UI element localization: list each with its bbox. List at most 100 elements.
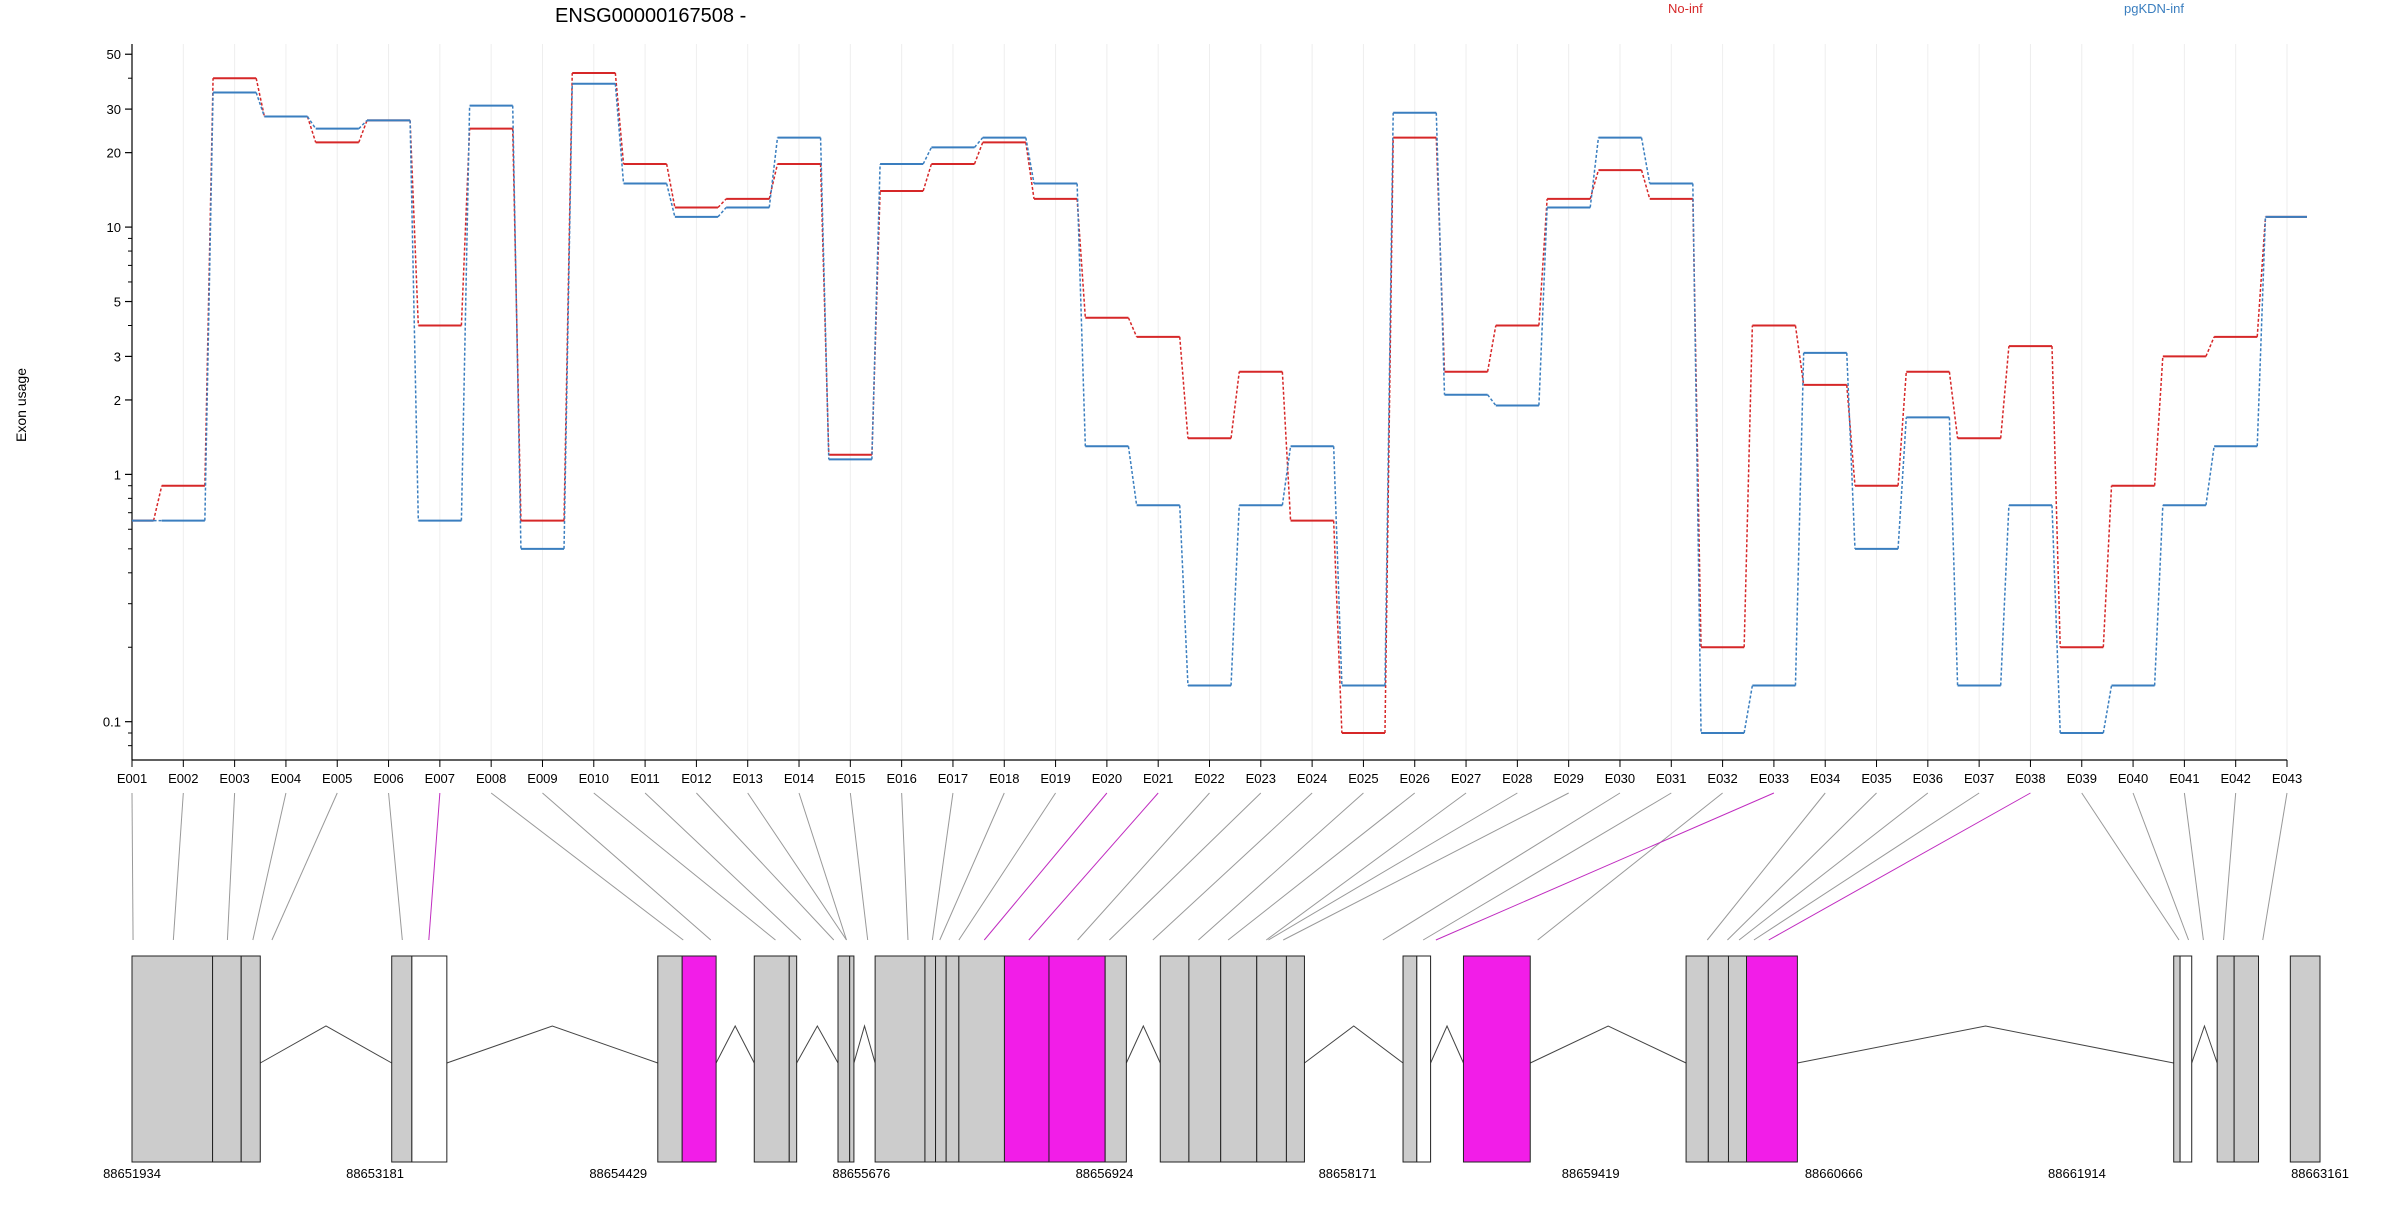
series-transition [1127,317,1138,338]
exon-box-highlighted [1003,955,1050,1163]
x-tick-label: E010 [579,771,609,786]
x-tick-label: E035 [1861,771,1891,786]
x-tick-label: E003 [219,771,249,786]
series-transition [511,128,522,521]
exon-connector [1283,792,1569,941]
x-tick-label: E028 [1502,771,1532,786]
exon-connector [2223,792,2237,941]
series-transition [1794,352,1805,686]
exon-box [411,955,448,1163]
exon-box [1685,955,1709,1163]
series-transition [358,119,368,130]
exon-box [1104,955,1127,1163]
series-transition [255,92,266,117]
genomic-coordinate-label: 88663161 [2291,1166,2349,1181]
intron-line [1125,1024,1161,1064]
series-transition [1076,183,1087,447]
exon-box [935,955,947,1163]
genomic-coordinate-label: 88661914 [2048,1166,2106,1181]
exon-connector [958,792,1056,941]
exon-connector [1382,792,1621,941]
series-transition [2205,446,2215,506]
exon-box-highlighted [681,955,717,1163]
series-transition [409,120,420,521]
x-tick-label: E026 [1400,771,1430,786]
x-tick-label: E042 [2221,771,2251,786]
exon-connector [428,792,441,941]
x-tick-label: E013 [733,771,763,786]
exon-connector [798,792,847,941]
series-transition [409,120,420,326]
exon-connector [1738,792,1929,941]
exon-box [1285,955,1305,1163]
intron-line [796,1024,839,1064]
series-lines [132,71,2307,735]
genomic-coordinate-label: 88653181 [346,1166,404,1181]
x-tick-label: E039 [2067,771,2097,786]
exon-connector [1537,792,1723,941]
y-tick-label: 3 [114,349,121,364]
series-transition [2153,505,2164,686]
series-transition [1332,520,1343,734]
series-transition [665,183,676,218]
series-transition [2102,685,2113,734]
exon-connector [1768,792,2031,941]
series-transition [717,207,727,218]
exon-box [131,955,214,1163]
x-tick-label: E009 [527,771,557,786]
exon-connector [490,792,684,941]
exon-box [753,955,790,1163]
exon-connector [1727,792,1877,941]
x-tick-label: E018 [989,771,1019,786]
series-transition [1794,325,1805,386]
exon-connector [388,792,403,941]
series-transition [1999,505,2010,686]
y-tick-label: 0.1 [103,715,121,730]
x-tick-label: E005 [322,771,352,786]
series-transition [1025,137,1035,184]
exon-connector [593,792,776,941]
x-tick-label: E036 [1913,771,1943,786]
x-tick-label: E011 [630,771,659,786]
x-tick-label: E034 [1810,771,1840,786]
series-transition [460,128,471,326]
series-transition [2051,505,2061,734]
series-transition [204,92,214,521]
x-tick-label: E030 [1605,771,1635,786]
x-tick-label: E043 [2272,771,2302,786]
gene-model: 88651934 88653181 88654429 88655676 88656924… [103,955,2349,1181]
series-transition [614,83,625,184]
exon-box [1256,955,1287,1163]
series-transition [1178,336,1189,439]
series-transition [563,83,573,549]
series-transition [1743,685,1754,734]
exon-box [1727,955,1747,1163]
genomic-coordinate-label: 88654429 [589,1166,647,1181]
exon-connector [747,792,847,941]
series-transition [1538,207,1548,406]
genomic-coordinate-label: 88655676 [832,1166,890,1181]
series-transition [1230,371,1241,439]
chart-title: ENSG00000167508 - [555,5,746,27]
exon-connector [1109,792,1262,941]
exon-box [2216,955,2235,1163]
y-tick-label: 1 [114,467,121,482]
exon-connector [644,792,802,941]
series-transition [2153,356,2164,486]
genomic-coordinate-label: 88656924 [1076,1166,1134,1181]
y-tick-label: 2 [114,393,121,408]
intron-line [1797,1025,2174,1064]
x-tick-label: E001 [117,771,147,786]
series-transition [1692,183,1702,734]
exon-box-highlighted [1048,955,1106,1163]
exon-connector [271,792,338,941]
series-transition [1897,417,1908,549]
exon-box [924,955,937,1163]
exon-connector [1077,792,1210,941]
x-tick-label: E027 [1451,771,1481,786]
genomic-coordinate-label: 88658171 [1319,1166,1377,1181]
intron-line [1304,1025,1404,1064]
exon-connector [983,792,1108,941]
series-transition [1589,137,1600,208]
series-transition [511,105,522,549]
